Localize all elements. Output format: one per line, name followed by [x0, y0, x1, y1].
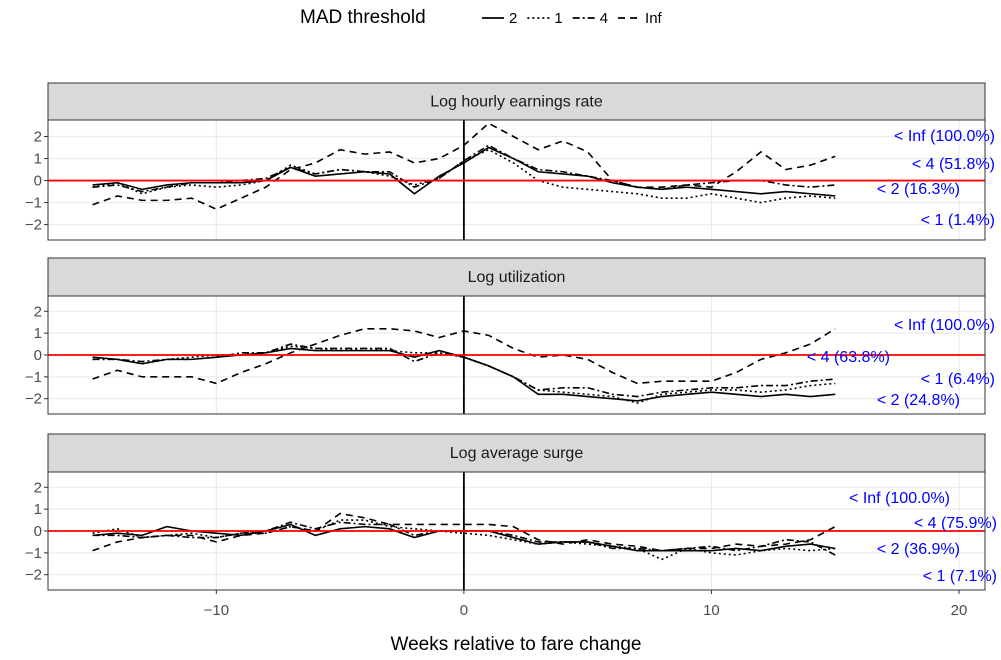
x-tick-label: 0 [460, 602, 468, 619]
strip [47, 433, 986, 473]
y-tick-label: −1 [25, 369, 42, 386]
panel-border [47, 295, 986, 415]
panel-title: Log hourly earnings rate [430, 94, 603, 111]
y-tick-label: 2 [34, 479, 42, 496]
annotation: < 1 (7.1%) [923, 568, 997, 585]
y-tick-label: 0 [34, 523, 42, 540]
data-line [92, 345, 836, 404]
y-tick-label: 2 [34, 303, 42, 320]
y-tick-label: 0 [34, 347, 42, 364]
y-tick-label: −2 [25, 391, 42, 408]
y-tick-label: 0 [34, 173, 42, 190]
y-tick-label: 1 [34, 325, 42, 342]
x-tick-label: −10 [204, 602, 229, 619]
y-tick-label: −2 [25, 217, 42, 234]
strip [47, 82, 986, 121]
legend-title: MAD threshold [300, 7, 426, 28]
annotation: < 4 (51.8%) [912, 156, 995, 173]
panel-border [47, 119, 986, 241]
annotation: < 1 (1.4%) [921, 212, 995, 229]
y-tick-label: 2 [34, 128, 42, 145]
data-line [92, 148, 836, 204]
y-tick-label: −1 [25, 545, 42, 562]
legend-label: 2 [509, 10, 517, 27]
panel-border [47, 471, 986, 591]
annotation: < 4 (75.9%) [914, 515, 997, 532]
y-tick-label: 1 [34, 501, 42, 518]
annotation: < Inf (100.0%) [894, 128, 995, 145]
annotation: < 2 (36.9%) [877, 541, 960, 558]
panel-title: Log average surge [450, 445, 584, 462]
annotation: < Inf (100.0%) [849, 490, 950, 507]
x-tick-label: 10 [703, 602, 720, 619]
legend-label: 4 [600, 10, 608, 27]
annotation: < 2 (24.8%) [877, 392, 960, 409]
data-line [92, 343, 836, 398]
x-tick-label: 20 [951, 602, 968, 619]
strip [47, 257, 986, 297]
x-axis-label: Weeks relative to fare change [390, 634, 641, 655]
annotation: < 4 (63.8%) [807, 349, 890, 366]
data-line [92, 122, 836, 211]
data-line [92, 512, 836, 552]
annotation: < Inf (100.0%) [894, 317, 995, 334]
y-tick-label: 1 [34, 151, 42, 168]
legend-label: 1 [554, 10, 562, 27]
y-tick-label: −1 [25, 195, 42, 212]
panel-title: Log utilization [468, 269, 566, 286]
data-line [92, 327, 836, 385]
annotation: < 1 (6.4%) [921, 371, 995, 388]
y-tick-label: −2 [25, 567, 42, 584]
data-line [92, 144, 836, 193]
annotation: < 2 (16.3%) [877, 181, 960, 198]
legend-label: Inf [645, 10, 663, 27]
